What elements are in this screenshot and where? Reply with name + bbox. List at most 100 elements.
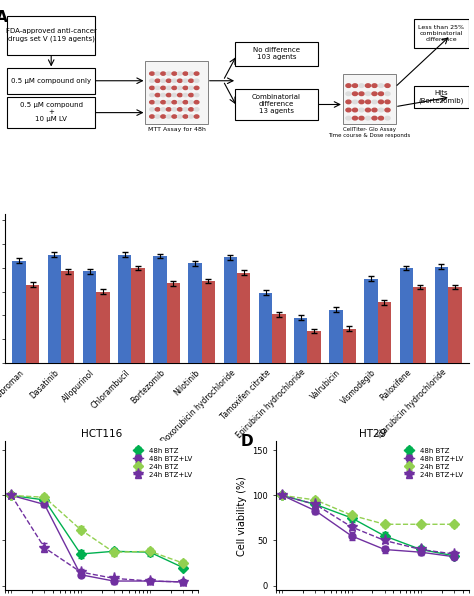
Circle shape bbox=[172, 94, 177, 97]
Circle shape bbox=[172, 86, 177, 89]
Circle shape bbox=[189, 79, 193, 82]
Circle shape bbox=[365, 100, 371, 104]
Circle shape bbox=[172, 101, 177, 104]
Circle shape bbox=[359, 100, 364, 104]
Circle shape bbox=[353, 92, 357, 95]
Circle shape bbox=[172, 79, 177, 82]
Circle shape bbox=[161, 101, 165, 104]
Bar bbox=[400, 268, 413, 363]
Circle shape bbox=[385, 84, 390, 88]
Bar bbox=[167, 283, 180, 363]
Bar bbox=[61, 271, 74, 363]
Circle shape bbox=[365, 116, 371, 120]
Circle shape bbox=[359, 84, 364, 88]
Bar bbox=[259, 293, 272, 363]
Circle shape bbox=[178, 94, 182, 97]
Circle shape bbox=[378, 100, 383, 104]
Circle shape bbox=[346, 92, 351, 95]
Circle shape bbox=[189, 115, 193, 118]
FancyBboxPatch shape bbox=[7, 97, 95, 128]
Circle shape bbox=[166, 72, 171, 75]
Circle shape bbox=[155, 86, 160, 89]
Bar bbox=[26, 284, 39, 363]
Circle shape bbox=[155, 72, 160, 75]
Bar bbox=[237, 272, 250, 363]
Bar bbox=[413, 287, 426, 363]
Bar bbox=[118, 255, 131, 363]
Bar bbox=[307, 331, 321, 363]
Text: A: A bbox=[0, 10, 7, 25]
Bar bbox=[153, 256, 167, 363]
Circle shape bbox=[166, 115, 171, 118]
Circle shape bbox=[178, 115, 182, 118]
Circle shape bbox=[155, 101, 160, 104]
Circle shape bbox=[346, 108, 351, 112]
Circle shape bbox=[150, 86, 155, 89]
Circle shape bbox=[189, 72, 193, 75]
Circle shape bbox=[183, 94, 188, 97]
Text: No difference
103 agents: No difference 103 agents bbox=[253, 48, 300, 60]
FancyBboxPatch shape bbox=[7, 15, 95, 55]
Circle shape bbox=[150, 115, 155, 118]
Bar bbox=[83, 271, 96, 363]
Circle shape bbox=[166, 86, 171, 89]
Circle shape bbox=[161, 108, 165, 111]
FancyBboxPatch shape bbox=[413, 19, 469, 48]
Circle shape bbox=[385, 92, 390, 95]
Circle shape bbox=[194, 72, 199, 75]
Circle shape bbox=[183, 79, 188, 82]
Circle shape bbox=[194, 108, 199, 111]
Text: 0.5 μM compound only: 0.5 μM compound only bbox=[11, 77, 91, 84]
Circle shape bbox=[359, 116, 364, 120]
Circle shape bbox=[178, 108, 182, 111]
Circle shape bbox=[365, 84, 371, 88]
Text: Less than 25%
combinatorial
difference: Less than 25% combinatorial difference bbox=[419, 25, 465, 42]
Circle shape bbox=[183, 86, 188, 89]
Bar bbox=[131, 268, 145, 363]
Text: MTT Assay for 48h: MTT Assay for 48h bbox=[148, 127, 206, 132]
Bar bbox=[294, 318, 307, 363]
Circle shape bbox=[194, 86, 199, 89]
Circle shape bbox=[346, 116, 351, 120]
Circle shape bbox=[378, 108, 383, 112]
Circle shape bbox=[365, 92, 371, 95]
Circle shape bbox=[150, 101, 155, 104]
Circle shape bbox=[372, 84, 377, 88]
Circle shape bbox=[155, 108, 160, 111]
FancyBboxPatch shape bbox=[413, 86, 469, 108]
Bar bbox=[12, 261, 26, 363]
Bar bbox=[365, 278, 378, 363]
Circle shape bbox=[150, 72, 155, 75]
Circle shape bbox=[161, 79, 165, 82]
Bar bbox=[202, 281, 215, 363]
Bar bbox=[272, 314, 285, 363]
Bar bbox=[343, 328, 356, 363]
Bar bbox=[378, 302, 391, 363]
Bar bbox=[189, 263, 202, 363]
Circle shape bbox=[161, 94, 165, 97]
Circle shape bbox=[346, 100, 351, 104]
Circle shape bbox=[385, 100, 390, 104]
Circle shape bbox=[166, 79, 171, 82]
Bar bbox=[48, 255, 61, 363]
Bar bbox=[96, 291, 109, 363]
Circle shape bbox=[172, 72, 177, 75]
Title: HT29: HT29 bbox=[359, 429, 386, 439]
Circle shape bbox=[155, 79, 160, 82]
Circle shape bbox=[150, 94, 155, 97]
Y-axis label: Cell viability (%): Cell viability (%) bbox=[237, 476, 247, 555]
FancyBboxPatch shape bbox=[146, 61, 208, 124]
Circle shape bbox=[189, 108, 193, 111]
Text: D: D bbox=[241, 434, 254, 449]
Circle shape bbox=[378, 84, 383, 88]
Circle shape bbox=[372, 100, 377, 104]
FancyBboxPatch shape bbox=[343, 73, 396, 124]
Circle shape bbox=[346, 84, 351, 88]
Circle shape bbox=[353, 116, 357, 120]
Circle shape bbox=[155, 94, 160, 97]
Circle shape bbox=[365, 108, 371, 112]
Circle shape bbox=[189, 101, 193, 104]
FancyBboxPatch shape bbox=[7, 68, 95, 94]
Text: 0.5 μM compound
+
10 μM LV: 0.5 μM compound + 10 μM LV bbox=[20, 103, 82, 122]
Circle shape bbox=[166, 101, 171, 104]
